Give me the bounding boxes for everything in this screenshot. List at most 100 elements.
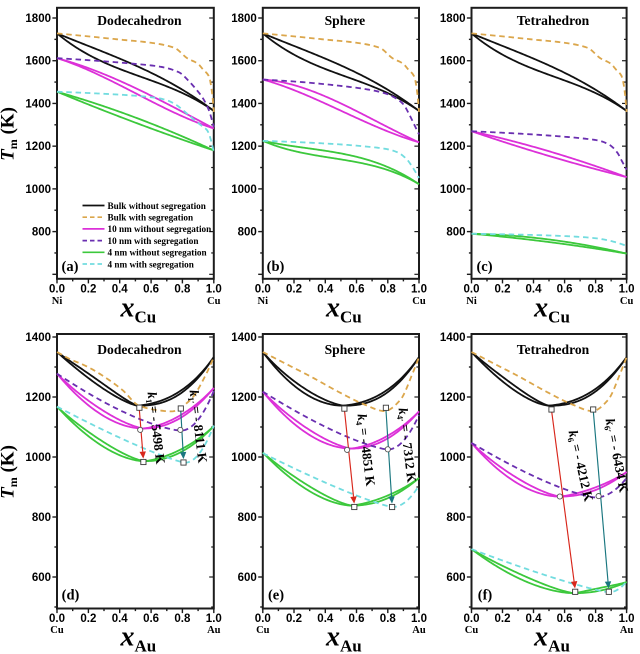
svg-text:0.8: 0.8 [380, 284, 397, 296]
svg-text:0.6: 0.6 [349, 284, 365, 296]
svg-text:0.6: 0.6 [143, 613, 159, 625]
svg-text:Cu: Cu [256, 625, 270, 636]
svg-text:(c): (c) [476, 259, 492, 275]
svg-text:1200: 1200 [231, 141, 257, 153]
svg-text:1.0: 1.0 [206, 613, 222, 625]
svg-text:Cu: Cu [465, 625, 479, 636]
svg-text:0.4: 0.4 [112, 284, 129, 296]
svg-text:1.0: 1.0 [619, 284, 635, 296]
svg-text:Bulk with segregation: Bulk with segregation [108, 213, 194, 223]
svg-text:0.4: 0.4 [526, 284, 543, 296]
svg-text:Au: Au [620, 625, 634, 636]
svg-text:0.2: 0.2 [495, 284, 511, 296]
svg-text:1800: 1800 [25, 13, 51, 25]
svg-text:800: 800 [446, 227, 465, 239]
svg-text:Au: Au [412, 625, 426, 636]
svg-text:0.0: 0.0 [49, 284, 65, 296]
svg-text:1000: 1000 [231, 184, 257, 196]
svg-text:1600: 1600 [231, 56, 257, 68]
svg-text:xAu: xAu [533, 622, 570, 654]
svg-text:xCu: xCu [533, 293, 570, 327]
svg-text:0.0: 0.0 [464, 284, 480, 296]
svg-text:4 nm with segregation: 4 nm with segregation [108, 259, 194, 269]
svg-text:600: 600 [446, 572, 465, 584]
svg-text:0.2: 0.2 [286, 284, 302, 296]
svg-text:1600: 1600 [440, 56, 466, 68]
svg-text:1000: 1000 [231, 452, 257, 464]
svg-text:k1′ = - 8111 K: k1′ = - 8111 K [185, 389, 210, 465]
svg-text:xCu: xCu [325, 293, 362, 327]
svg-text:Cu: Cu [620, 296, 634, 307]
svg-text:1400: 1400 [231, 332, 257, 344]
svg-text:0.8: 0.8 [588, 613, 605, 625]
svg-text:1000: 1000 [25, 452, 51, 464]
svg-text:0.4: 0.4 [526, 613, 543, 625]
svg-text:Cu: Cu [207, 296, 221, 307]
svg-text:600: 600 [32, 572, 51, 584]
svg-text:Cu: Cu [412, 296, 426, 307]
svg-text:800: 800 [238, 227, 257, 239]
svg-text:1000: 1000 [440, 452, 466, 464]
svg-text:1.0: 1.0 [206, 284, 222, 296]
svg-text:0.4: 0.4 [317, 284, 334, 296]
svg-text:1400: 1400 [231, 98, 257, 110]
svg-text:Sphere: Sphere [325, 13, 366, 28]
svg-text:1200: 1200 [440, 141, 466, 153]
svg-text:Bulk without segregation: Bulk without segregation [108, 201, 206, 211]
svg-text:Au: Au [207, 625, 221, 636]
svg-text:1800: 1800 [231, 13, 257, 25]
svg-text:1000: 1000 [25, 184, 51, 196]
svg-text:Tm (K): Tm (K) [0, 107, 20, 161]
svg-text:Ni: Ni [466, 296, 477, 307]
svg-text:0.0: 0.0 [464, 613, 480, 625]
svg-text:0.2: 0.2 [495, 613, 511, 625]
svg-text:Cu: Cu [50, 625, 64, 636]
svg-text:0.4: 0.4 [112, 613, 129, 625]
svg-text:1400: 1400 [25, 98, 51, 110]
svg-text:1200: 1200 [25, 392, 51, 404]
svg-text:Dodecahedron: Dodecahedron [97, 13, 182, 28]
svg-text:1.0: 1.0 [619, 613, 635, 625]
svg-text:0.2: 0.2 [80, 613, 96, 625]
svg-text:800: 800 [446, 512, 465, 524]
svg-text:xCu: xCu [120, 293, 157, 327]
svg-text:Ni: Ni [52, 296, 63, 307]
svg-text:(b): (b) [267, 259, 285, 275]
svg-text:1200: 1200 [231, 392, 257, 404]
svg-text:0.6: 0.6 [557, 284, 573, 296]
svg-text:(d): (d) [62, 588, 80, 604]
svg-text:0.8: 0.8 [380, 613, 397, 625]
svg-text:Dodecahedron: Dodecahedron [97, 342, 182, 357]
svg-text:1400: 1400 [440, 332, 466, 344]
svg-text:1200: 1200 [440, 392, 466, 404]
svg-text:800: 800 [32, 512, 51, 524]
svg-text:1200: 1200 [25, 141, 51, 153]
svg-text:10 nm with segregation: 10 nm with segregation [108, 236, 199, 246]
svg-text:0.2: 0.2 [286, 613, 302, 625]
svg-text:(e): (e) [268, 588, 284, 604]
svg-text:xAu: xAu [325, 622, 362, 654]
svg-text:Sphere: Sphere [325, 342, 366, 357]
svg-text:xAu: xAu [120, 622, 157, 654]
svg-text:0.8: 0.8 [174, 284, 191, 296]
svg-text:0.0: 0.0 [255, 613, 271, 625]
svg-text:Tetrahedron: Tetrahedron [517, 342, 590, 357]
svg-text:600: 600 [238, 572, 257, 584]
svg-text:1400: 1400 [25, 332, 51, 344]
svg-text:(f): (f) [478, 588, 493, 604]
svg-text:0.0: 0.0 [255, 284, 271, 296]
svg-text:0.6: 0.6 [557, 613, 573, 625]
svg-text:1400: 1400 [440, 98, 466, 110]
svg-text:(a): (a) [62, 259, 79, 275]
svg-text:0.6: 0.6 [143, 284, 159, 296]
svg-text:Tetrahedron: Tetrahedron [517, 13, 590, 28]
svg-text:0.0: 0.0 [49, 613, 65, 625]
svg-text:1.0: 1.0 [411, 284, 427, 296]
svg-text:0.4: 0.4 [317, 613, 334, 625]
svg-text:0.8: 0.8 [588, 284, 605, 296]
svg-text:0.6: 0.6 [349, 613, 365, 625]
svg-text:Ni: Ni [258, 296, 269, 307]
svg-text:1.0: 1.0 [411, 613, 427, 625]
svg-text:0.8: 0.8 [174, 613, 191, 625]
svg-text:4 nm without segregation: 4 nm without segregation [108, 248, 207, 258]
